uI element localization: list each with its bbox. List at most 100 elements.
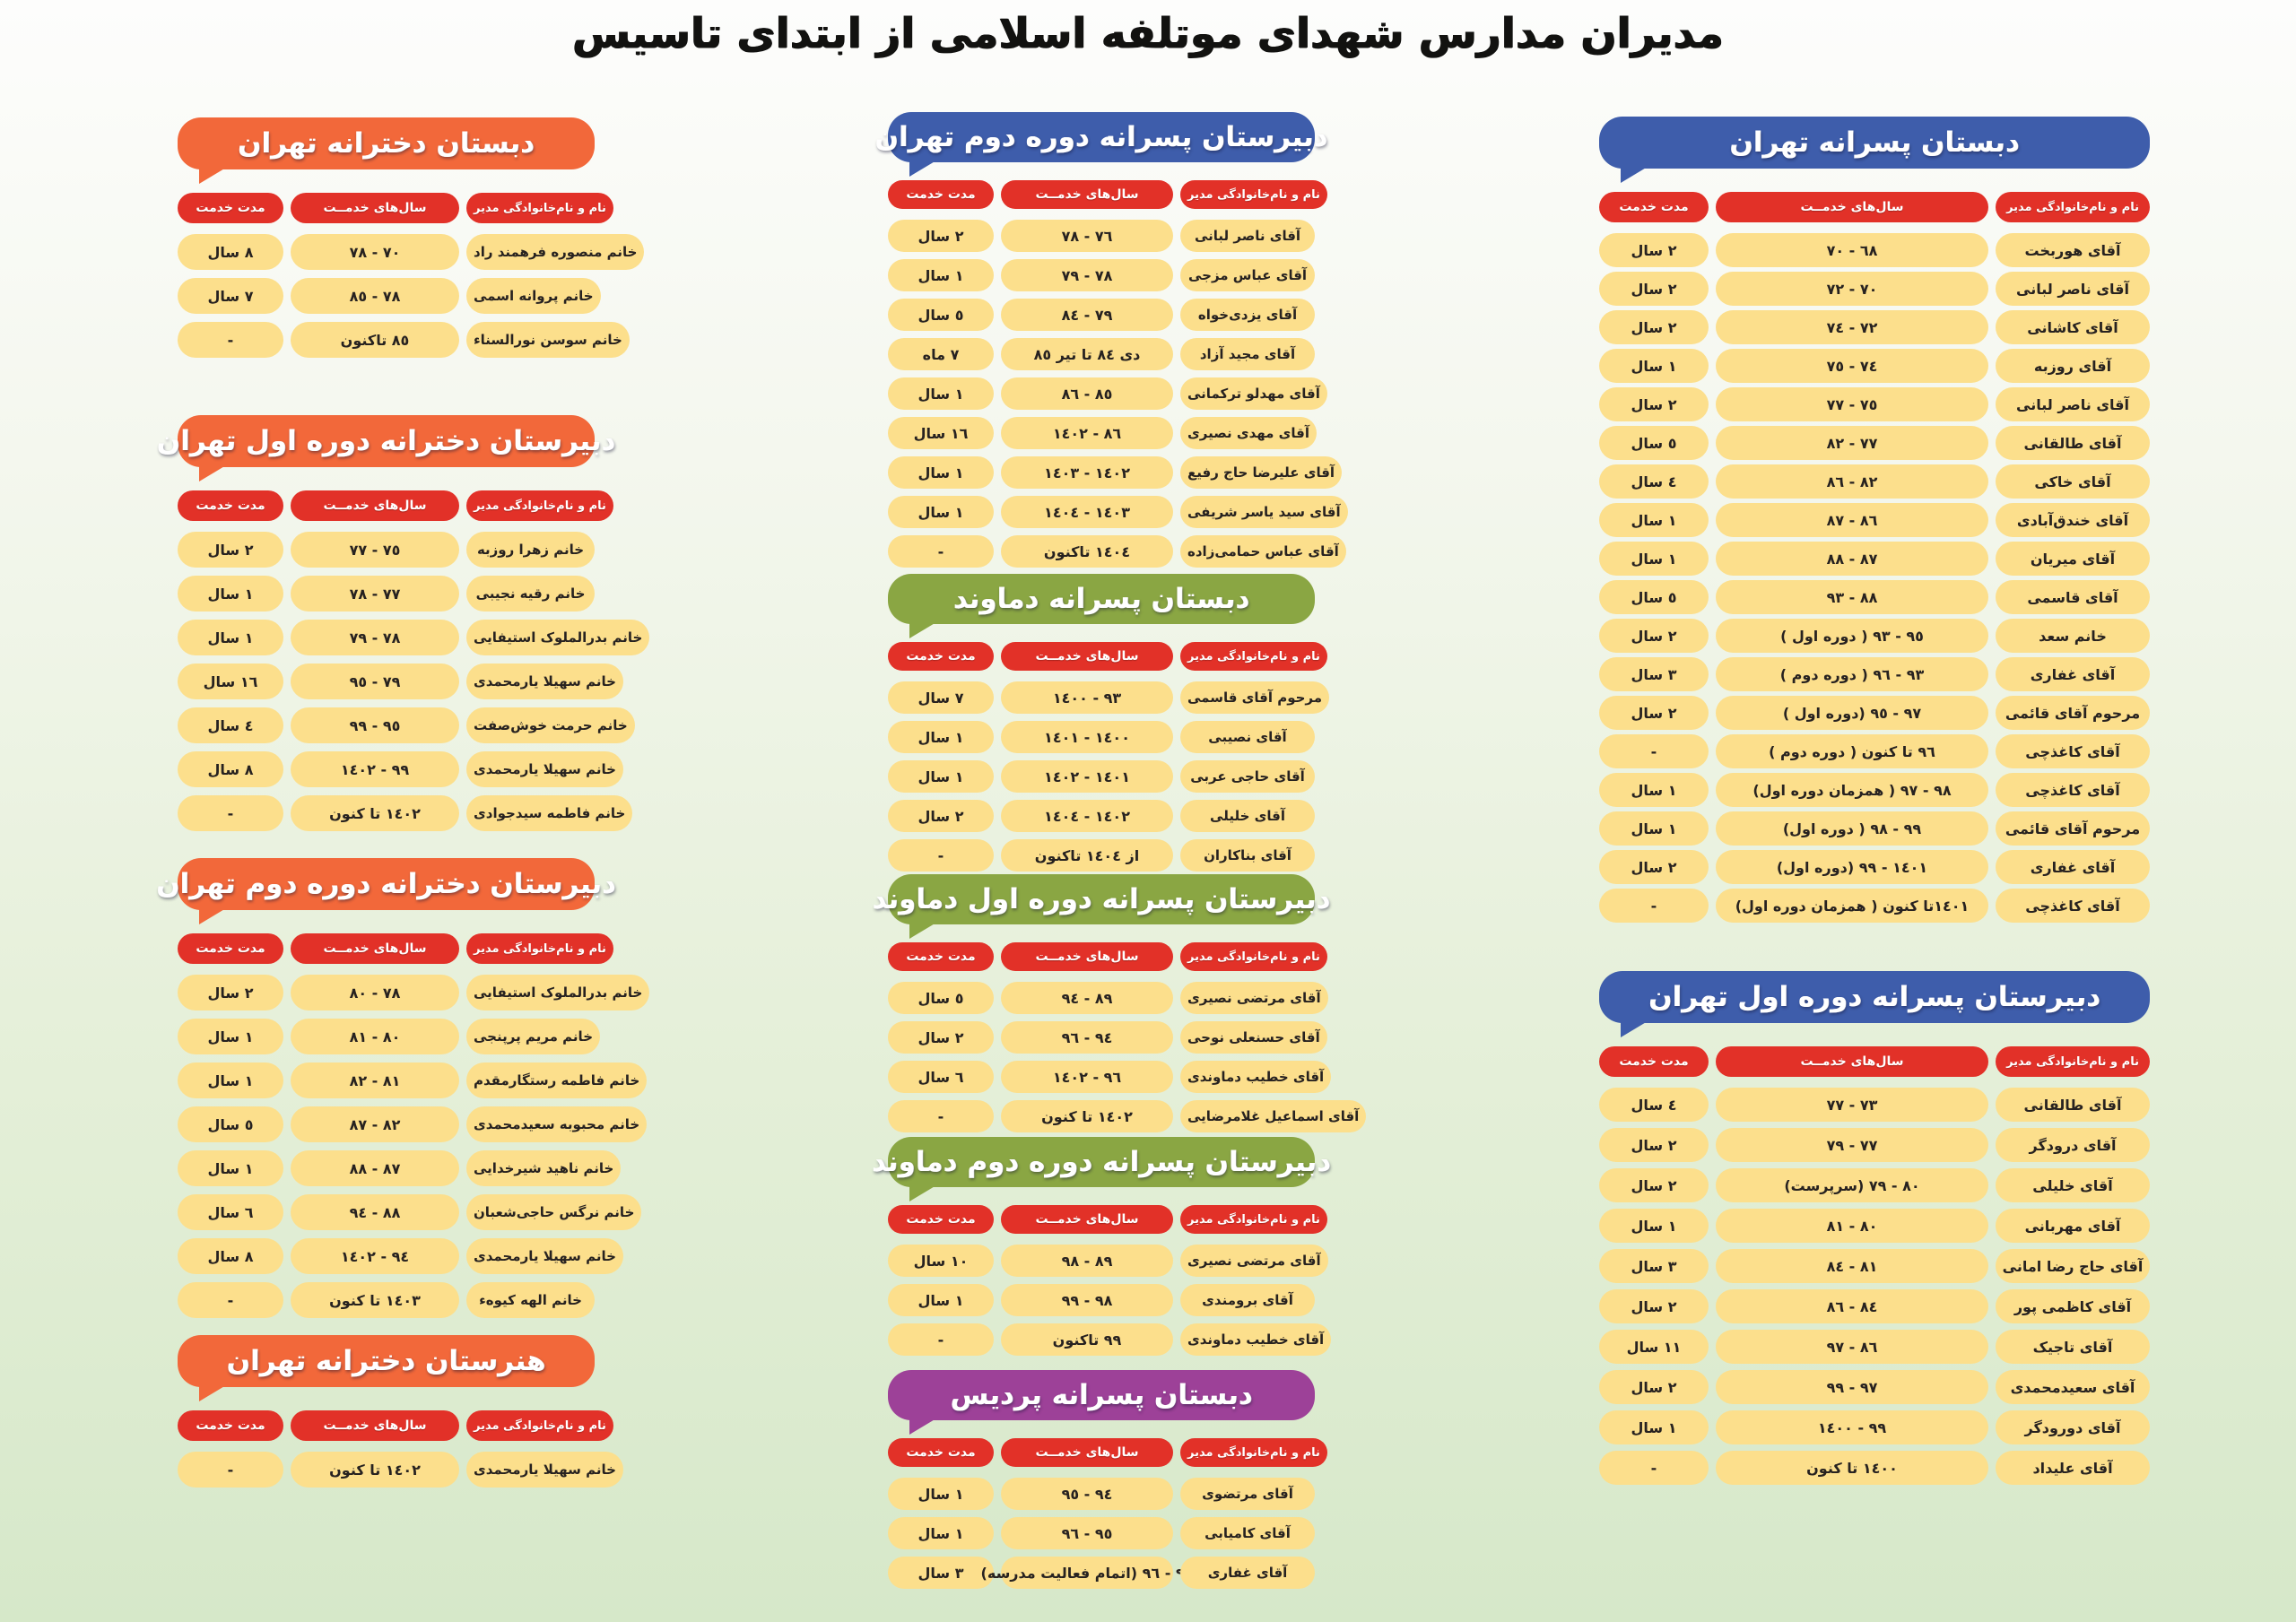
service-duration-cell: ٢ سال — [1599, 1168, 1709, 1202]
service-years-cell: ١٤٠٢ تا کنون — [1001, 1100, 1173, 1132]
table-rows: ٨ سال ٧٠ - ٧٨ خانم منصوره فرهمند راد ٧ سال ٧… — [178, 234, 645, 358]
manager-name-cell: خانم منصوره فرهمند راد — [466, 234, 645, 270]
manager-name-cell: خانم حرمت خوش‌صفت — [466, 707, 635, 743]
service-duration-cell: - — [1599, 1451, 1709, 1485]
table-title: دبیرستان پسرانه دوره اول دماوند — [872, 883, 1331, 915]
service-years-cell: ١٤٠٣ تا کنون — [291, 1282, 459, 1318]
table-row: ٥ سال ٧٩ - ٨٤ آقای یزدی‌خواه — [888, 299, 1315, 331]
manager-name-cell: خانم بدرالملوک استیفایی — [466, 975, 650, 1010]
service-years-cell: ٨٨ - ٩٤ — [291, 1194, 459, 1230]
column-headers: مدت خدمت سال‌های خدمــت نام و نام‌خانواد… — [178, 193, 613, 223]
service-years-cell: ٨٤ - ٨٦ — [1716, 1289, 1988, 1323]
service-duration-cell: - — [1599, 734, 1709, 768]
table-row: ١٦ سال ٧٩ - ٩٥ خانم سهیلا یارمحمدی — [178, 664, 623, 699]
service-duration-cell: ٢ سال — [1599, 310, 1709, 344]
table-rows: ١ سال ٩٤ - ٩٥ آقای مرتضوی ١ سال ٩٥ - ٩٦ آقای … — [888, 1478, 1315, 1589]
column-header-name: نام و نام‌خانوادگی مدیر — [466, 1410, 613, 1441]
manager-name-cell: آقای یزدی‌خواه — [1180, 299, 1315, 331]
service-years-cell: ١٤٠٢ - ١٤٠٤ — [1001, 800, 1173, 832]
service-years-cell: ٧٩ - ٨٤ — [1001, 299, 1173, 331]
table-title: دبستان پسرانه تهران — [1729, 126, 2020, 159]
table-header-banner: دبستان پسرانه پردیس — [888, 1370, 1315, 1435]
table-row: -١٤٠٤ تاکنون آقای عباس حمامی‌زاده — [888, 535, 1346, 568]
manager-name-cell: خانم سعد — [1996, 619, 2150, 653]
table-row: ٢ سال ٧٧ - ٧٩ آقای درودگر — [1599, 1128, 2150, 1162]
service-years-cell: ٧٧ - ٨٢ — [1716, 426, 1988, 460]
table-row: ٢ سال ٧٦ - ٧٨ آقای ناصر لبانی — [888, 220, 1315, 252]
manager-name-cell: آقای کاغذچی — [1996, 773, 2150, 807]
service-years-cell: ٧٢ - ٧٤ — [1716, 310, 1988, 344]
service-duration-cell: - — [888, 1323, 994, 1356]
table-row: ٤ سال ٧٣ - ٧٧ آقای طالقانی — [1599, 1088, 2150, 1122]
manager-name-cell: آقای طالقانی — [1996, 1088, 2150, 1122]
manager-name-cell: خانم پروانه اسمی — [466, 278, 601, 314]
manager-name-cell: خانم الهه کیوهء — [466, 1282, 595, 1318]
table-title: هنرستان دخترانه تهران — [226, 1345, 546, 1377]
table-row: ١ سال ١٤٠٣ - ١٤٠٤ آقای سید یاسر شریفی — [888, 496, 1348, 528]
table-row: ٢ سال ٧٨ - ٨٠ خانم بدرالملوک استیفایی — [178, 975, 650, 1010]
service-duration-cell: ١ سال — [178, 620, 283, 655]
table-row: ١ سال ٨٠ - ٨١ آقای مهربانی — [1599, 1209, 2150, 1243]
service-years-cell: ٨٠ - ٨١ — [291, 1019, 459, 1054]
table-header-banner: دبیرستان دخترانه دوره دوم تهران — [156, 858, 616, 924]
service-duration-cell: ٣ سال — [1599, 657, 1709, 691]
manager-name-cell: آقای مهربانی — [1996, 1209, 2150, 1243]
service-duration-cell: ٢ سال — [1599, 233, 1709, 267]
manager-name-cell: آقای خلیلی — [1180, 800, 1315, 832]
column-header-duration: مدت خدمت — [1599, 192, 1709, 222]
manager-name-cell: آقای اسماعیل غلامرضایی — [1180, 1100, 1367, 1132]
service-years-cell: ٩٩ - ٩٨ ( دوره اول) — [1716, 811, 1988, 846]
table-row: ٧ سال ٧٨ - ٨٥ خانم پروانه اسمی — [178, 278, 601, 314]
manager-name-cell: آقای دورودگر — [1996, 1410, 2150, 1444]
service-years-cell: ٨٦ - ٨٧ — [1716, 503, 1988, 537]
service-years-cell: ٩٦ تا کنون ( دوره دوم ) — [1716, 734, 1988, 768]
table-title: دبستان پسرانه پردیس — [950, 1379, 1253, 1411]
table-rows: ٥ سال ٨٩ - ٩٤ آقای مرتضی نصیری ٢ سال ٩٤ - ٩٦… — [888, 982, 1367, 1132]
service-duration-cell: ١١ سال — [1599, 1330, 1709, 1364]
manager-name-cell: مرحوم آقای قائمی — [1996, 811, 2150, 846]
service-duration-cell: - — [888, 1100, 994, 1132]
table-rows: ٧ سال ٩٣ - ١٤٠٠ مرحوم آقای قاسمی ١ سال ١٤٠٠ … — [888, 681, 1330, 872]
table-row: ٥ سال ٨٨ - ٩٣ آقای قاسمی — [1599, 580, 2150, 614]
column-header-name: نام و نام‌خانوادگی مدیر — [1180, 1438, 1327, 1467]
table-row: -١٤٠٢ تا کنون آقای اسماعیل غلامرضایی — [888, 1100, 1367, 1132]
table-row: ٥ سال ٨٩ - ٩٤ آقای مرتضی نصیری — [888, 982, 1328, 1014]
column-header-name: نام و نام‌خانوادگی مدیر — [1180, 180, 1327, 209]
table-row: -٩٩ تاکنون آقای خطیب دماوندی — [888, 1323, 1332, 1356]
manager-name-cell: آقای مرتضوی — [1180, 1478, 1315, 1510]
manager-name-cell: آقای کامیابی — [1180, 1517, 1315, 1549]
column-header-duration: مدت خدمت — [1599, 1046, 1709, 1077]
table-row: - از ١٤٠٤ تاکنون آقای بناکاران — [888, 839, 1315, 872]
table-header-banner: دبستان دخترانه تهران — [178, 117, 595, 184]
manager-name-cell: آقای غفاری — [1996, 850, 2150, 884]
table-row: ٢ سال ٩٤ - ٩٦ آقای حسنعلی نوحی — [888, 1021, 1327, 1054]
table-row: ٥ سال ٧٧ - ٨٢ آقای طالقانی — [1599, 426, 2150, 460]
column-header-name: نام و نام‌خانوادگی مدیر — [1180, 642, 1327, 671]
table-row: ٢ سال ٩٧ - ٩٩ آقای سعیدمحمدی — [1599, 1370, 2150, 1404]
service-years-cell: ٨٦ - ١٤٠٢ — [1001, 417, 1173, 449]
manager-name-cell: آقای مرتضی نصیری — [1180, 1245, 1328, 1277]
table-boys-elementary-damavand: دبستان پسرانه دماوند مدت خدمت سال‌های خد… — [888, 574, 1330, 879]
service-duration-cell: ٣ سال — [888, 1557, 994, 1589]
manager-name-cell: آقای علیرضا حاج رفیع — [1180, 456, 1343, 489]
service-years-cell: ٧٦ - ٧٨ — [1001, 220, 1173, 252]
column-header-years: سال‌های خدمــت — [291, 933, 459, 964]
column-header-years: سال‌های خدمــت — [1001, 942, 1173, 971]
service-duration-cell: ٥ سال — [888, 299, 994, 331]
table-rows: ٢ سال ٧٥ - ٧٧ خانم زهرا روزبه ١ سال ٧٧ - ٧٨ خ… — [178, 532, 650, 831]
service-duration-cell: ٥ سال — [888, 982, 994, 1014]
service-duration-cell: ٥ سال — [178, 1106, 283, 1142]
table-row: ٤ سال ٩٥ - ٩٩ خانم حرمت خوش‌صفت — [178, 707, 635, 743]
service-years-cell: ٨١ - ٨٤ — [1716, 1249, 1988, 1283]
service-years-cell: ٨٥ تاکنون — [291, 322, 459, 358]
manager-name-cell: آقای خطیب دماوندی — [1180, 1061, 1332, 1093]
service-duration-cell: ١ سال — [888, 456, 994, 489]
table-title: دبستان دخترانه تهران — [237, 127, 535, 160]
manager-name-cell: آقای ناصر لبانی — [1996, 272, 2150, 306]
service-years-cell: ٧٩ - ٩٥ — [291, 664, 459, 699]
table-row: ١ سال ٩٤ - ٩٥ آقای مرتضوی — [888, 1478, 1315, 1510]
table-row: ٢ سال ٧٢ - ٧٤ آقای کاشانی — [1599, 310, 2150, 344]
service-duration-cell: ٢ سال — [1599, 1128, 1709, 1162]
service-duration-cell: ٣ سال — [1599, 1249, 1709, 1283]
table-header-banner: دبستان پسرانه دماوند — [888, 574, 1315, 638]
